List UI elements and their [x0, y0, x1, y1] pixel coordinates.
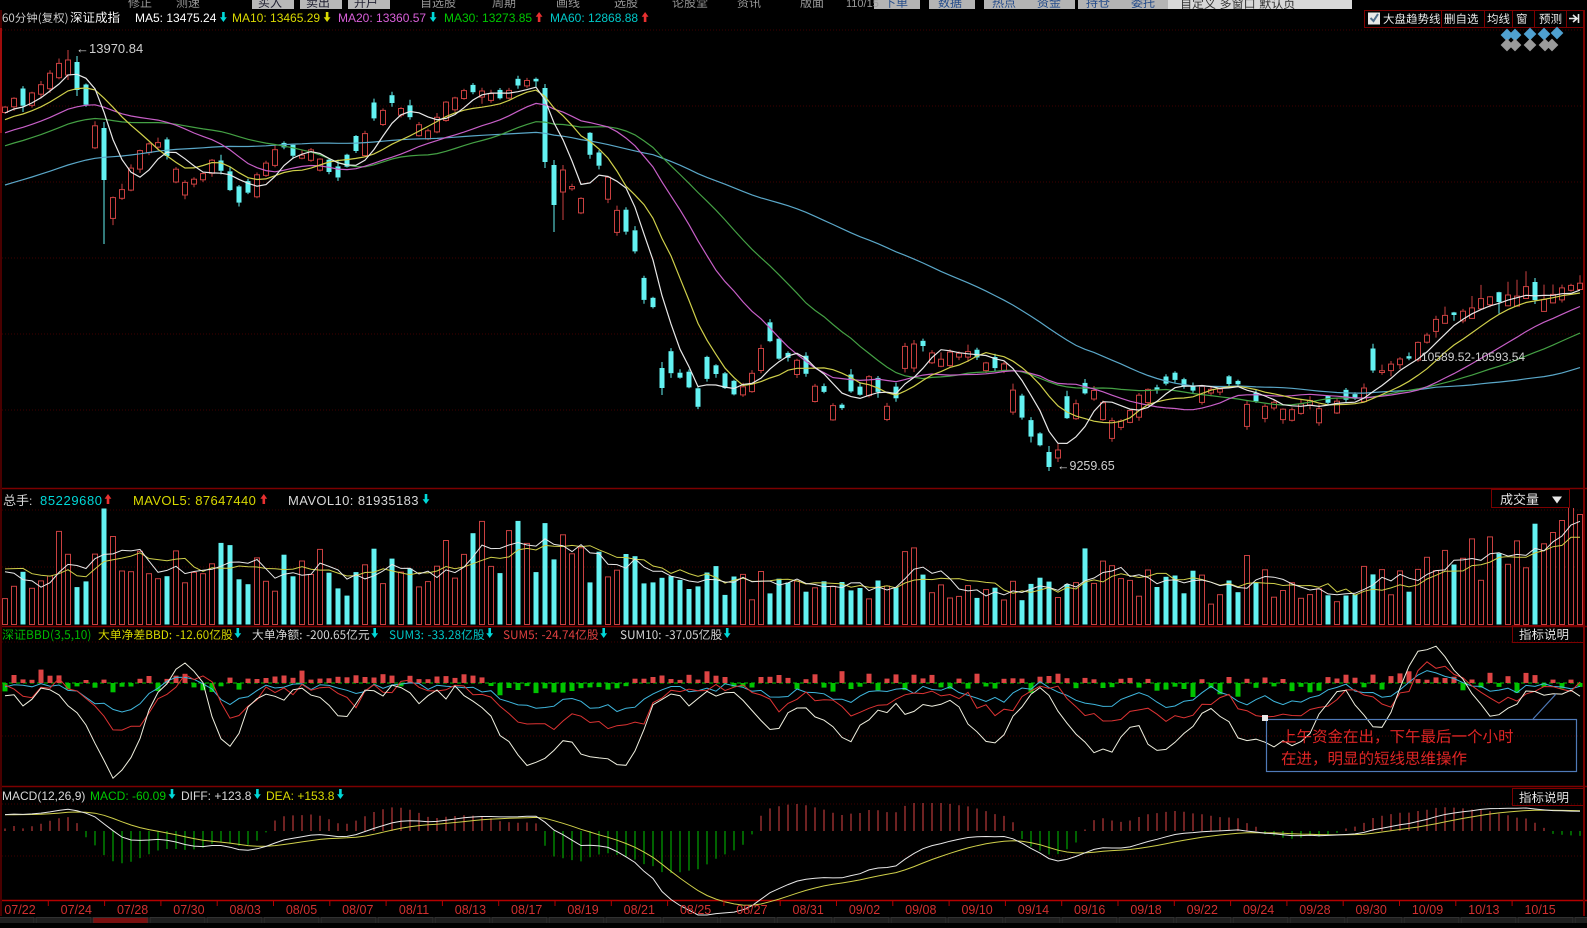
svg-text:08/03: 08/03: [230, 903, 261, 917]
svg-text:09/28: 09/28: [1299, 903, 1330, 917]
svg-text:08/11: 08/11: [399, 903, 429, 917]
svg-text:07/28: 07/28: [117, 903, 148, 917]
svg-text:09/18: 09/18: [1130, 903, 1161, 917]
svg-text:09/14: 09/14: [1018, 903, 1049, 917]
svg-text:MA30: 13273.85: MA30: 13273.85: [444, 11, 532, 25]
svg-text:10589.52-10593.54: 10589.52-10593.54: [1421, 350, 1525, 364]
svg-text:10/09: 10/09: [1412, 903, 1443, 917]
svg-text:07/24: 07/24: [61, 903, 92, 917]
svg-text:←9259.65: ←9259.65: [1057, 459, 1115, 473]
svg-text:08/31: 08/31: [793, 903, 824, 917]
svg-text:10/15: 10/15: [1524, 903, 1555, 917]
svg-text:08/27: 08/27: [736, 903, 767, 917]
svg-text:09/22: 09/22: [1187, 903, 1218, 917]
svg-text:MACD(12,26,9): MACD(12,26,9): [2, 789, 85, 803]
svg-text:MA20: 13360.57: MA20: 13360.57: [338, 11, 426, 25]
svg-text:08/13: 08/13: [455, 903, 486, 917]
svg-text:09/24: 09/24: [1243, 903, 1274, 917]
svg-text:08/17: 08/17: [511, 903, 542, 917]
svg-text:MACD: -60.09: MACD: -60.09: [90, 789, 166, 803]
svg-text:MA10: 13465.29: MA10: 13465.29: [232, 11, 320, 25]
svg-text::: :: [29, 494, 32, 508]
svg-text:09/16: 09/16: [1074, 903, 1105, 917]
svg-text:08/05: 08/05: [286, 903, 317, 917]
svg-text:85229680: 85229680: [40, 493, 103, 508]
svg-text:←13970.84: ←13970.84: [76, 41, 143, 56]
svg-text:09/08: 09/08: [905, 903, 936, 917]
svg-text:DEA: +153.8: DEA: +153.8: [266, 789, 335, 803]
svg-text:09/02: 09/02: [849, 903, 880, 917]
svg-text:09/30: 09/30: [1356, 903, 1387, 917]
svg-text:07/30: 07/30: [173, 903, 204, 917]
svg-text:110/15: 110/15: [846, 0, 879, 10]
svg-text:08/07: 08/07: [342, 903, 373, 917]
svg-text:07/22: 07/22: [4, 903, 35, 917]
svg-text:MAVOL5: 87647440: MAVOL5: 87647440: [133, 493, 256, 508]
svg-text:MAVOL10: 81935183: MAVOL10: 81935183: [288, 493, 419, 508]
svg-text:10/13: 10/13: [1468, 903, 1499, 917]
svg-text:08/21: 08/21: [624, 903, 655, 917]
svg-text:08/19: 08/19: [567, 903, 598, 917]
svg-text:MA5: 13475.24: MA5: 13475.24: [135, 11, 217, 25]
svg-text:09/10: 09/10: [961, 903, 992, 917]
svg-text:DIFF: +123.8: DIFF: +123.8: [181, 789, 252, 803]
svg-text:08/25: 08/25: [680, 903, 711, 917]
svg-text:MA60: 12868.88: MA60: 12868.88: [550, 11, 638, 25]
